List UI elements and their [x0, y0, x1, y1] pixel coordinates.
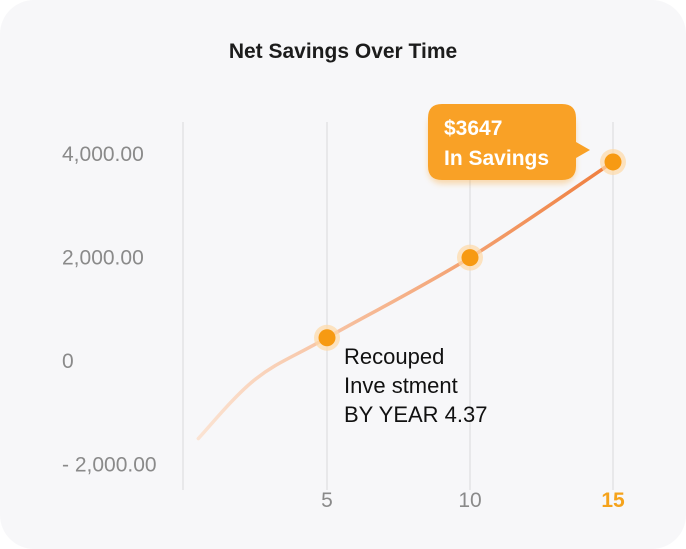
y-tick-label: 4,000.00: [62, 143, 144, 166]
series-line: [196, 160, 615, 441]
savings-callout: $3647 In Savings: [428, 104, 590, 184]
x-axis-ticks: 5 10 15: [321, 489, 625, 512]
data-marker: [318, 329, 336, 347]
x-tick-label: 15: [601, 489, 625, 512]
chart-title: Net Savings Over Time: [228, 40, 458, 63]
y-axis-ticks: 4,000.00 2,000.00 0 - 2,000.00: [62, 143, 157, 476]
data-markers: [314, 148, 626, 351]
x-tick-label: 10: [458, 489, 481, 512]
y-tick-label: 0: [62, 350, 74, 373]
data-marker: [461, 249, 479, 267]
annotation-line-2: Inve stment: [344, 373, 458, 398]
annotation-line-3: BY YEAR 4.37: [344, 402, 488, 427]
x-tick-label: 5: [321, 489, 333, 512]
annotation-line-1: Recouped: [344, 344, 444, 369]
callout-bubble: [428, 104, 590, 180]
callout-line-1: $3647: [444, 117, 502, 140]
y-tick-label: - 2,000.00: [62, 453, 157, 476]
callout-line-2: In Savings: [444, 147, 549, 170]
y-tick-label: 2,000.00: [62, 247, 144, 270]
data-marker: [604, 153, 622, 171]
